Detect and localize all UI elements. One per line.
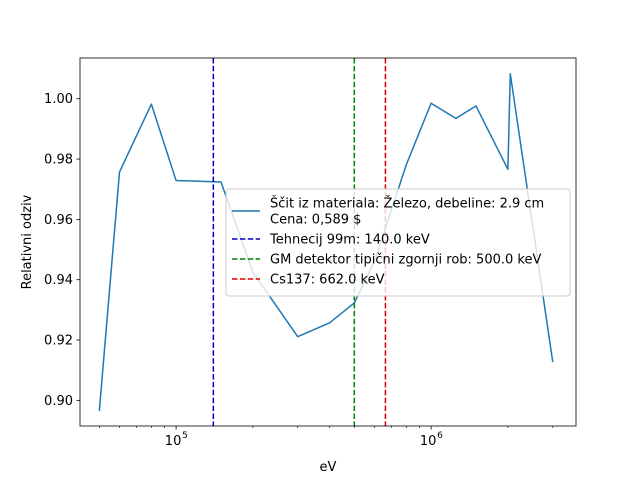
y-tick-label: 1.00 <box>44 92 73 107</box>
x-tick-exponent: 5 <box>182 431 188 441</box>
y-tick-label: 0.94 <box>44 273 73 288</box>
x-tick-label: 10 <box>165 434 182 449</box>
y-axis-label: Relativni odziv <box>20 194 35 289</box>
y-tick-label: 0.96 <box>44 213 73 228</box>
legend-label-2: GM detektor tipični zgornji rob: 500.0 k… <box>270 253 541 268</box>
x-tick-label: 10 <box>420 434 437 449</box>
legend-box <box>225 188 571 297</box>
x-axis-label: eV <box>320 460 337 475</box>
legend-label-0: Cena: 0,589 $ <box>270 213 361 228</box>
y-tick-label: 0.92 <box>44 334 73 349</box>
legend: Ščit iz materiala: Železo, debeline: 2.9… <box>225 188 571 297</box>
legend-label-3: Cs137: 662.0 keV <box>270 273 385 288</box>
legend-label-1: Tehnecij 99m: 140.0 keV <box>269 233 430 248</box>
y-tick-label: 0.98 <box>44 153 73 168</box>
axes-frame <box>79 57 577 427</box>
y-tick-label: 0.90 <box>44 394 73 409</box>
legend-label-0: Ščit iz materiala: Železo, debeline: 2.9… <box>270 196 544 212</box>
x-tick-exponent: 6 <box>437 431 443 441</box>
